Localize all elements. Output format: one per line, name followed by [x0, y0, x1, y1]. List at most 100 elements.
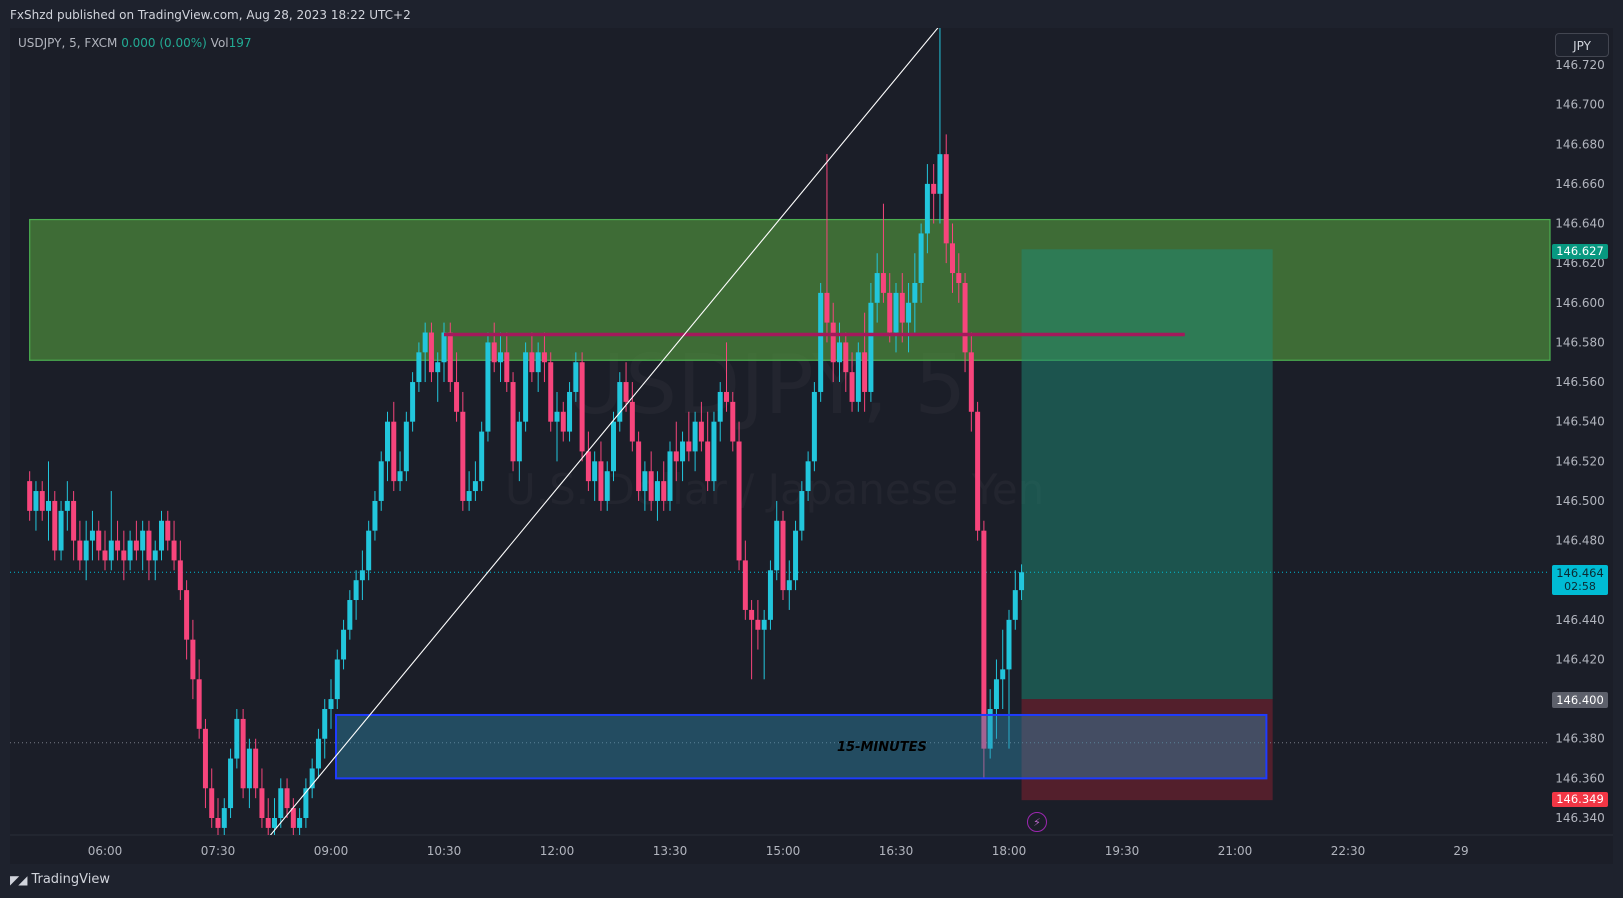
- candle: [535, 342, 541, 392]
- y-tick-label: 146.700: [1555, 98, 1605, 112]
- candle: [724, 342, 729, 412]
- candle: [347, 590, 353, 640]
- candle-body: [177, 560, 183, 591]
- y-tick-label: 146.420: [1555, 652, 1605, 666]
- candle: [730, 391, 736, 452]
- y-tick-label: 146.680: [1555, 137, 1605, 151]
- candle-body: [472, 481, 478, 492]
- candle: [71, 491, 77, 561]
- candle-body: [202, 728, 208, 789]
- x-tick-label: 07:30: [201, 844, 236, 858]
- candle: [435, 352, 441, 402]
- current-price-tag: 146.464 02:58: [1552, 565, 1608, 595]
- candle: [165, 510, 171, 551]
- candle-body: [253, 748, 259, 789]
- candle-body: [485, 342, 491, 432]
- candle: [698, 401, 704, 452]
- candle: [887, 273, 893, 343]
- candle: [642, 461, 648, 511]
- footer-brand-label: TradingView: [31, 872, 111, 887]
- candle: [843, 332, 849, 392]
- candle-body: [931, 183, 937, 194]
- candle-body: [786, 580, 792, 591]
- candle-body: [77, 540, 83, 561]
- legend-volume-value: 197: [228, 36, 252, 50]
- candle-body: [567, 391, 573, 432]
- bar-countdown: 02:58: [1564, 580, 1596, 593]
- candle-body: [617, 382, 623, 422]
- candle: [767, 560, 773, 630]
- y-tick-label: 146.600: [1555, 296, 1605, 310]
- candle: [680, 431, 686, 482]
- candle: [366, 520, 372, 581]
- candle: [297, 808, 303, 835]
- symbol-legend[interactable]: USDJPY, 5, FXCM 0.000 (0.00%) Vol197: [18, 36, 252, 50]
- candle: [868, 282, 874, 402]
- candle-body: [309, 768, 315, 789]
- candle-body: [1019, 572, 1025, 591]
- candle-body: [654, 481, 660, 501]
- candle: [372, 491, 378, 541]
- candle-body: [165, 520, 171, 541]
- chart-panel[interactable]: [10, 28, 1613, 864]
- candle-body: [152, 550, 158, 561]
- x-tick-label: 21:00: [1218, 844, 1253, 858]
- candle: [184, 580, 190, 660]
- candle-body: [228, 758, 234, 809]
- candle-body: [341, 629, 347, 660]
- candle-body: [234, 718, 240, 759]
- candle: [924, 164, 930, 254]
- candle: [303, 778, 309, 828]
- lightning-alert-icon[interactable]: ⚡: [1027, 812, 1047, 832]
- candle: [272, 798, 277, 835]
- candle: [491, 322, 497, 373]
- candle-body: [799, 491, 805, 531]
- candle: [661, 461, 667, 511]
- candle: [673, 421, 679, 482]
- candle-body: [284, 788, 290, 809]
- candle: [259, 768, 265, 828]
- currency-button[interactable]: JPY: [1555, 33, 1609, 57]
- candle-body: [108, 540, 114, 561]
- candle: [334, 649, 340, 710]
- candle: [912, 253, 918, 333]
- candle-body: [918, 233, 924, 283]
- y-tick-label: 146.720: [1555, 58, 1605, 72]
- candle: [987, 689, 993, 759]
- candle: [221, 798, 227, 835]
- y-tick-label: 146.620: [1555, 256, 1605, 270]
- candle: [598, 441, 604, 511]
- candle-body: [466, 491, 472, 501]
- candle-body: [912, 282, 918, 303]
- candle: [428, 322, 434, 383]
- candle-body: [818, 292, 824, 392]
- candle: [209, 768, 215, 828]
- candle: [190, 619, 196, 700]
- candle: [196, 659, 202, 739]
- stop-price-tag: 146.349: [1552, 792, 1608, 807]
- candle-body: [774, 520, 780, 571]
- x-tick-label: 09:00: [314, 844, 349, 858]
- candle-body: [33, 491, 39, 511]
- candle: [510, 372, 516, 472]
- candle: [523, 342, 529, 432]
- candle: [228, 748, 234, 818]
- candle: [981, 520, 987, 779]
- candle-body: [906, 302, 912, 323]
- candle-body: [736, 441, 742, 561]
- current-price-value: 146.464: [1556, 566, 1604, 580]
- candle-body: [956, 273, 962, 283]
- candle-body: [893, 292, 899, 333]
- candle-body: [692, 421, 698, 452]
- x-tick-label: 06:00: [88, 844, 123, 858]
- candle-body: [196, 679, 202, 729]
- candle-body: [523, 352, 529, 422]
- candle: [108, 491, 114, 571]
- candle-body: [46, 500, 51, 511]
- candle: [780, 510, 786, 601]
- candle-body: [793, 530, 799, 581]
- candle-body: [529, 352, 535, 373]
- candle-body: [592, 461, 598, 482]
- entry-price-tag: 146.400: [1552, 692, 1608, 708]
